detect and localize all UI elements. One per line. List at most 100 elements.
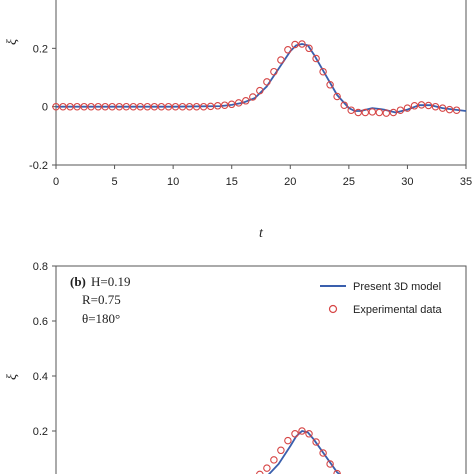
panel-b-annotation-line-1: H=0.19 — [91, 274, 130, 289]
experimental-point — [206, 102, 215, 111]
experimental-point — [263, 464, 271, 472]
experimental-point — [171, 102, 180, 111]
experimental-point — [73, 102, 81, 111]
experimental-point — [143, 102, 152, 111]
experimental-point — [410, 102, 419, 110]
experimental-point — [340, 101, 348, 109]
experimental-point — [312, 438, 320, 446]
experimental-point — [389, 108, 398, 117]
experimental-point — [256, 86, 264, 95]
experimental-point — [185, 102, 194, 111]
experimental-point — [256, 470, 264, 474]
x-tick-label: 15 — [226, 176, 238, 188]
x-tick-label: 0 — [53, 176, 59, 188]
experimental-point — [59, 102, 67, 111]
experimental-point — [298, 40, 306, 48]
experimental-point — [242, 97, 250, 105]
legend-label-model: Present 3D model — [353, 281, 441, 293]
panel-a-series — [52, 40, 467, 117]
experimental-point — [277, 446, 285, 455]
experimental-point — [305, 430, 313, 438]
experimental-point — [80, 102, 88, 111]
y-tick-label: 0.2 — [33, 426, 48, 438]
experimental-point — [178, 102, 187, 111]
legend-label-experimental: Experimental data — [353, 304, 443, 316]
experimental-point — [220, 101, 229, 109]
experimental-point — [199, 102, 208, 111]
x-tick-label: 25 — [343, 176, 355, 188]
x-tick-label: 30 — [401, 176, 413, 188]
experimental-point — [270, 67, 278, 76]
y-tick-label: 0.8 — [33, 261, 48, 273]
experimental-point — [164, 102, 173, 111]
experimental-point — [291, 40, 299, 49]
panel-a-x-axis-label: t — [259, 226, 264, 241]
experimental-point — [157, 102, 166, 111]
x-tick-label: 20 — [284, 176, 296, 188]
panel-b-chart: ξ 00.20.40.60.8 (b) H=0.19 R=0.75 θ=180°… — [5, 261, 467, 474]
panel-a-y-axis-label: ξ — [5, 39, 20, 45]
y-tick-label: 0.4 — [33, 371, 48, 383]
experimental-point — [291, 430, 299, 438]
x-tick-label: 5 — [112, 176, 118, 188]
panel-b-y-axis-label: ξ — [5, 374, 20, 380]
x-tick-label: 35 — [460, 176, 472, 188]
experimental-point — [213, 102, 222, 110]
experimental-point — [298, 427, 306, 435]
experimental-point — [312, 54, 320, 63]
y-tick-label: 0.2 — [33, 43, 48, 55]
experimental-point — [326, 460, 334, 468]
experimental-point — [270, 456, 278, 464]
experimental-point — [284, 436, 292, 445]
experimental-point — [333, 92, 341, 101]
experimental-point — [445, 105, 454, 114]
experimental-point — [108, 102, 116, 111]
panel-b-y-ticks: 00.20.40.60.8 — [33, 261, 56, 438]
panel-b-annotation-label: (b) — [70, 274, 86, 289]
experimental-point — [234, 99, 243, 107]
experimental-point — [319, 449, 327, 457]
experimental-point — [94, 102, 102, 111]
experimental-point — [417, 101, 426, 109]
experimental-point — [361, 108, 370, 117]
x-tick-label: 10 — [167, 176, 179, 188]
experimental-point — [263, 78, 271, 86]
experimental-point — [129, 102, 138, 111]
experimental-point — [101, 102, 109, 111]
y-tick-label: -0.2 — [29, 160, 48, 172]
experimental-point — [122, 102, 131, 111]
experimental-point — [326, 81, 334, 89]
experimental-point — [136, 102, 145, 111]
experimental-point — [396, 106, 405, 114]
experimental-point — [66, 102, 74, 111]
panel-b-annotation-line-3: θ=180° — [82, 311, 120, 326]
experimental-point — [347, 106, 355, 114]
experimental-point — [319, 67, 327, 76]
experimental-point — [115, 102, 124, 111]
model-series-line — [56, 43, 467, 114]
experimental-point — [249, 93, 257, 101]
panel-b-legend: Present 3D model Experimental data — [320, 281, 443, 316]
panel-b-series — [256, 427, 341, 474]
model-series-line — [267, 430, 341, 474]
experimental-point — [452, 106, 461, 114]
panel-a-x-ticks: 0 5 10 15 20 25 30 35 — [53, 165, 472, 188]
experimental-point — [375, 108, 384, 117]
experimental-point — [431, 102, 440, 111]
experimental-point — [87, 102, 95, 111]
experimental-point — [305, 44, 313, 53]
experimental-point — [438, 104, 447, 112]
panel-b-annotation-line-2: R=0.75 — [82, 292, 121, 307]
experimental-point — [192, 102, 201, 111]
panel-a-y-ticks: -0.200.20.4 — [29, 43, 56, 172]
experimental-point — [354, 108, 362, 117]
y-tick-label: 0 — [42, 102, 48, 114]
y-tick-label: 0.6 — [33, 316, 48, 328]
experimental-point — [368, 108, 377, 116]
experimental-point — [52, 102, 60, 111]
experimental-point — [424, 101, 433, 110]
legend-swatch-experimental-marker — [328, 304, 338, 314]
experimental-point — [403, 104, 412, 112]
